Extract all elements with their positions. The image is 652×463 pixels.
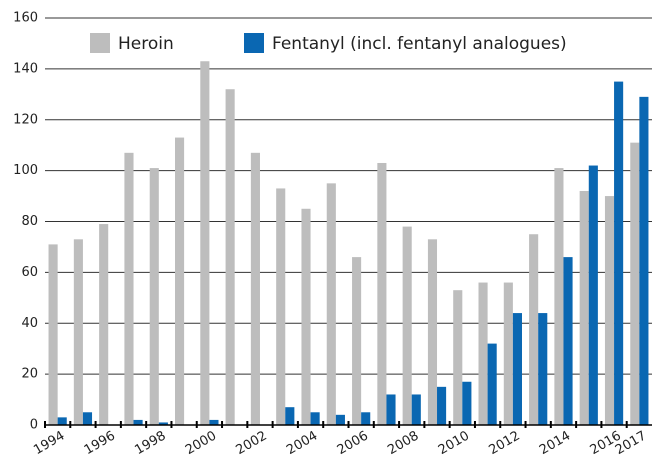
bar — [174, 137, 185, 425]
bar — [326, 183, 336, 425]
bar — [411, 394, 421, 425]
bar — [529, 234, 539, 425]
bar — [200, 61, 210, 426]
y-tick-label: 100 — [13, 163, 38, 178]
bar — [579, 190, 589, 425]
bar — [149, 168, 159, 426]
bar — [225, 89, 235, 425]
y-tick-label: 160 — [13, 11, 38, 26]
bar — [453, 290, 463, 425]
bar — [512, 313, 523, 425]
bar — [57, 417, 67, 425]
bar — [630, 142, 640, 426]
x-tick-label: 1998 — [132, 429, 168, 459]
x-tick-label: 2008 — [385, 429, 421, 459]
x-tick-label: 2012 — [486, 429, 522, 459]
bar — [604, 196, 615, 425]
legend-swatch — [90, 33, 110, 53]
x-tick-label: 2010 — [436, 429, 472, 459]
x-tick-label: 2006 — [335, 429, 371, 459]
bar — [310, 412, 320, 425]
x-tick-label: 1994 — [31, 429, 67, 459]
bar — [250, 152, 260, 425]
x-tick-label: 2000 — [183, 429, 219, 459]
x-tick-label: 2004 — [284, 429, 320, 459]
bar — [48, 244, 58, 425]
bar — [377, 162, 387, 425]
bar — [503, 282, 513, 425]
bar — [301, 208, 311, 425]
bar — [639, 96, 649, 425]
legend-swatch — [244, 33, 264, 53]
bar — [402, 226, 412, 425]
y-tick-label: 120 — [13, 112, 38, 127]
bar — [276, 188, 286, 425]
bar — [487, 343, 497, 425]
bar — [386, 394, 396, 425]
legend-label: Fentanyl (incl. fentanyl analogues) — [272, 34, 567, 54]
legend-label: Heroin — [118, 34, 174, 54]
bar — [588, 165, 598, 425]
x-tick-label: 1996 — [82, 429, 118, 459]
bar — [563, 257, 573, 425]
y-tick-label: 80 — [21, 214, 38, 229]
bar — [462, 381, 472, 425]
bar — [538, 313, 548, 425]
bar — [352, 257, 362, 425]
bar — [133, 419, 143, 425]
y-tick-label: 140 — [13, 61, 38, 76]
bar — [554, 168, 564, 426]
bar — [335, 414, 345, 425]
y-tick-label: 0 — [30, 418, 38, 433]
y-tick-label: 20 — [21, 367, 38, 382]
bar — [73, 239, 83, 425]
y-tick-label: 40 — [21, 316, 38, 331]
bar — [82, 412, 93, 425]
bar — [437, 386, 447, 425]
bar — [614, 81, 624, 425]
y-tick-label: 60 — [21, 265, 38, 280]
x-tick-label: 2014 — [537, 429, 573, 459]
bar — [361, 412, 371, 425]
bar — [478, 282, 488, 425]
bar — [158, 422, 168, 425]
bar — [285, 407, 295, 425]
bar — [99, 224, 109, 425]
bar — [427, 239, 438, 425]
bar — [124, 152, 134, 425]
bar — [209, 419, 219, 425]
x-tick-label: 2002 — [234, 429, 270, 459]
